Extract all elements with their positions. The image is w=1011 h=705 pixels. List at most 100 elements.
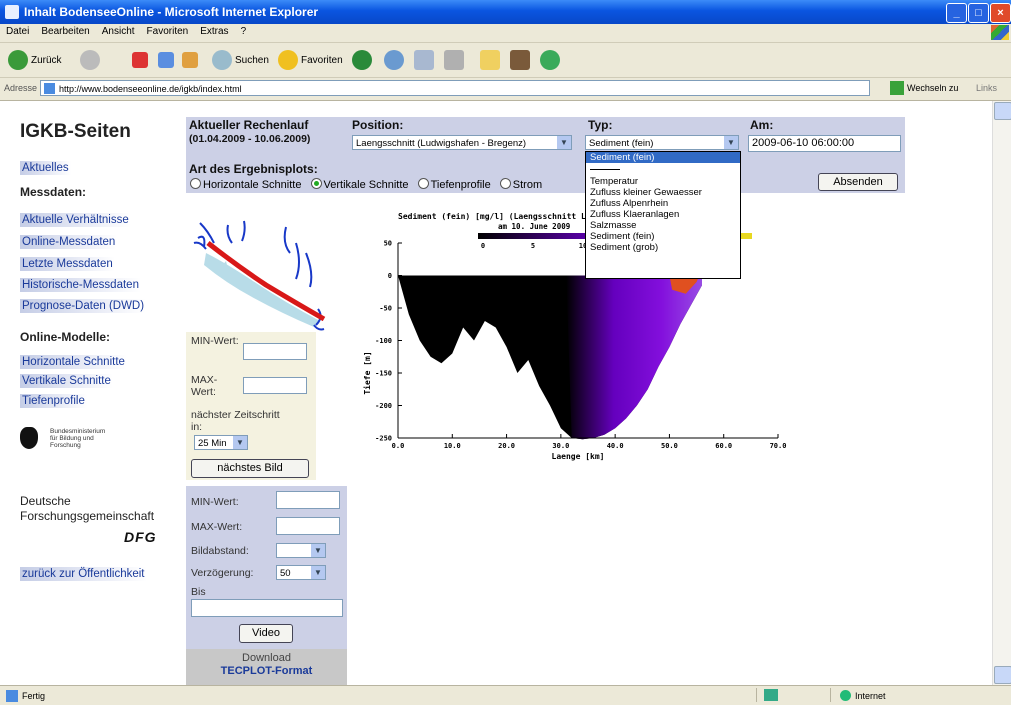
stop-button[interactable] [132,49,151,71]
radio-vertikale[interactable]: Vertikale Schnitte [310,178,409,191]
colorbar-tick-label: 5 [531,242,535,250]
search-button[interactable]: Suchen [212,49,269,71]
browser-toolbar: Zurück Suchen Favoriten [0,43,1011,78]
bis-input[interactable] [191,599,343,617]
menu-extras[interactable]: Extras [200,26,229,37]
chevron-down-icon: ▼ [724,136,738,149]
search-icon [212,50,232,70]
video-button[interactable]: Video [239,624,293,643]
online-modelle-heading: Online-Modelle: [20,330,110,344]
am-label: Am: [750,118,774,132]
y-tick-label: -100 [375,337,392,345]
radio-button[interactable] [190,178,201,189]
home-button[interactable] [182,49,201,71]
radio-horizontale[interactable]: Horizontale Schnitte [190,178,301,191]
edit-button[interactable] [480,49,503,71]
radio-tiefenprofile[interactable]: Tiefenprofile [417,178,491,191]
nav-tiefenprofile[interactable]: Tiefenprofile [20,394,87,408]
nav-historische-messdaten[interactable]: Historische-Messdaten [20,278,141,292]
menu-ansicht[interactable]: Ansicht [101,26,135,37]
y-tick-label: -200 [375,402,392,410]
typ-option[interactable]: Sediment (grob) [590,242,659,253]
bmbf-logo[interactable]: Bundesministerium für Bildung und Forsch… [20,427,110,449]
radio-strom[interactable]: Strom [499,178,542,191]
min-input[interactable] [276,491,340,509]
x-tick-label: 0.0 [392,442,405,450]
favorites-button[interactable]: Favoriten [278,49,343,71]
lake-map [193,220,326,331]
nav-letzte-messdaten[interactable]: Letzte Messdaten [20,257,115,271]
typ-option[interactable]: Temperatur [590,176,639,187]
min-input[interactable] [243,343,307,360]
maximize-button[interactable]: □ [968,3,989,23]
media-button[interactable] [352,49,375,71]
bildabstand-select[interactable]: ▼ [276,543,326,558]
max-input[interactable] [276,517,340,535]
nav-aktuelle-verhaeltnisse[interactable]: Aktuelle Verhältnisse [20,213,131,227]
radio-button-selected[interactable] [310,178,322,189]
submit-button[interactable]: Absenden [818,173,898,191]
download-line1: Download [242,652,291,664]
messenger-icon [540,50,560,70]
date-input[interactable]: 2009-06-10 06:00:00 [748,135,901,152]
position-select[interactable]: Laengsschnitt (Ludwigshafen - Bregenz) ▼ [352,135,572,150]
typ-option[interactable]: Sediment (fein) [590,231,655,242]
address-input[interactable]: http://www.bodenseeonline.de/igkb/index.… [40,80,870,96]
history-button[interactable] [384,49,407,71]
nav-aktuelles[interactable]: Aktuelles [20,161,71,175]
print-button[interactable] [444,49,467,71]
minimize-button[interactable]: _ [946,3,967,23]
nav-vertikale-schnitte[interactable]: Vertikale Schnitte [20,374,113,388]
typ-select[interactable]: Sediment (fein) ▼ [585,135,739,150]
typ-option[interactable]: Zufluss kleiner Gewaesser [590,187,702,198]
x-axis-label: Laenge [km] [552,452,605,461]
menu-favoriten[interactable]: Favoriten [146,26,189,37]
nav-back-public[interactable]: zurück zur Öffentlichkeit [20,567,147,581]
nav-prognose-daten[interactable]: Prognose-Daten (DWD) [20,299,147,313]
dfg-logo[interactable]: DFG [124,529,157,545]
refresh-button[interactable] [158,49,177,71]
lake-shape [204,253,320,327]
menu-bearbeiten[interactable]: Bearbeiten [41,26,90,37]
next-image-button[interactable]: nächstes Bild [191,459,309,478]
printer-icon [444,50,464,70]
status-bar: Fertig Internet [0,685,1011,705]
window-title: Inhalt BodenseeOnline - Microsoft Intern… [24,5,319,19]
nav-online-messdaten[interactable]: Online-Messdaten [20,235,118,249]
vertical-scrollbar[interactable] [992,101,1011,685]
discuss-button[interactable] [510,49,533,71]
sediment-plot: Sediment (fein) [mg/l] (Laengsschnitt Lu… [362,213,786,461]
nav-horizontale-schnitte[interactable]: Horizontale Schnitte [20,355,127,369]
go-button[interactable]: Wechseln zu [890,81,958,95]
position-label: Position: [352,118,404,132]
typ-option[interactable]: Zufluss Klaeranlagen [590,209,680,220]
typ-option[interactable]: Salzmasse [590,220,637,231]
verzoegerung-select[interactable]: 50 ▼ [276,565,326,580]
chevron-down-icon: ▼ [311,544,325,557]
max-input[interactable] [243,377,307,394]
back-button[interactable]: Zurück [8,49,62,71]
typ-option[interactable]: Sediment (fein) [586,152,740,163]
mail-button[interactable] [414,49,437,71]
forward-button[interactable] [80,49,103,71]
x-tick-label: 60.0 [715,442,732,450]
menu-datei[interactable]: Datei [6,26,30,37]
y-tick-label: -250 [375,435,392,443]
typ-option[interactable] [590,163,620,170]
internet-globe-icon [840,690,851,701]
close-button[interactable]: × [990,3,1011,23]
scroll-down-button[interactable] [994,666,1011,684]
messenger-button[interactable] [540,49,563,71]
menu-help[interactable]: ? [240,26,247,37]
radio-button[interactable] [499,178,511,189]
download-link[interactable]: Download TECPLOT-Format [186,649,347,685]
radio-button[interactable] [417,178,429,189]
x-tick-label: 50.0 [661,442,678,450]
links-button[interactable]: Links [976,83,998,93]
scroll-up-button[interactable] [994,102,1011,120]
art-label: Art des Ergebnisplots: [189,162,318,176]
typ-option[interactable]: Zufluss Alpenrhein [590,198,669,209]
ie-icon [5,5,19,19]
interval-select[interactable]: 25 Min ▼ [194,435,248,450]
query-panel [186,117,905,193]
